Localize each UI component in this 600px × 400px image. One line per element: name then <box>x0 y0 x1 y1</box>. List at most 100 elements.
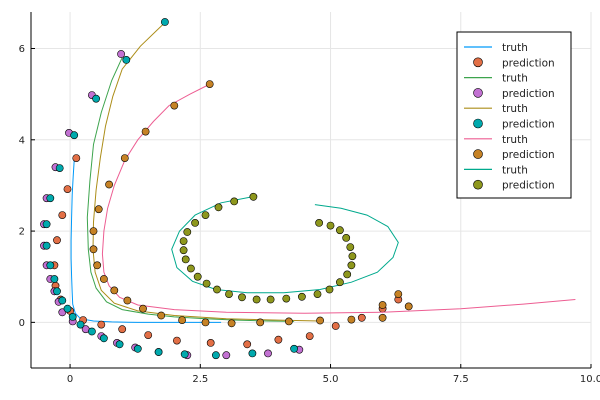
prediction-point <box>201 318 210 327</box>
truth-series-8 <box>171 196 399 294</box>
prediction-point <box>110 286 119 295</box>
x-tick-label: 10.0 <box>580 374 600 385</box>
legend-item-6: truth <box>464 134 528 146</box>
x-tick-label: 5.0 <box>323 374 339 385</box>
legend-box <box>456 31 572 199</box>
legend-marker-swatch <box>473 88 483 98</box>
prediction-point <box>157 311 166 320</box>
legend-marker-swatch <box>473 179 483 190</box>
prediction-point <box>305 332 314 340</box>
prediction-point <box>256 318 265 327</box>
prediction-point <box>274 335 283 344</box>
legend-item-9: prediction <box>473 179 555 192</box>
prediction-point <box>170 101 179 110</box>
prediction-point <box>122 56 131 64</box>
prediction-point <box>266 295 275 304</box>
x-tick-label: 7.5 <box>453 374 469 385</box>
legend-label: prediction <box>502 180 555 192</box>
y-ticks: 0 2 4 6 <box>19 44 35 329</box>
prediction-point <box>58 296 67 305</box>
prediction-point <box>180 350 189 359</box>
prediction-point <box>290 344 298 353</box>
prediction-point <box>213 285 221 294</box>
truth-series-2 <box>86 57 295 322</box>
prediction-point <box>230 197 239 206</box>
prediction-point <box>76 320 85 329</box>
prediction-point <box>186 264 195 273</box>
prediction-point <box>325 285 334 294</box>
prediction-point <box>50 275 59 283</box>
prediction-point <box>154 348 163 356</box>
legend-label: truth <box>502 103 528 115</box>
prediction-series-5 <box>42 18 298 360</box>
prediction-point <box>222 351 231 360</box>
prediction-point <box>227 319 236 328</box>
y-tick-label: 0 <box>19 318 25 329</box>
prediction-point <box>172 336 181 345</box>
prediction-point <box>249 192 258 201</box>
prediction-point <box>214 203 223 212</box>
prediction-point <box>335 226 344 235</box>
prediction-point <box>282 294 291 303</box>
prediction-point <box>316 316 324 325</box>
truth-line <box>70 160 222 323</box>
prediction-point <box>144 331 153 339</box>
legend-label: prediction <box>502 149 555 161</box>
legend-marker-swatch <box>473 57 483 68</box>
prediction-point <box>201 211 210 219</box>
prediction-point <box>88 327 96 336</box>
prediction-point <box>248 349 257 358</box>
prediction-point <box>183 228 192 236</box>
prediction-point <box>394 290 403 298</box>
prediction-point <box>63 185 72 193</box>
legend-marker-swatch <box>473 118 483 129</box>
prediction-point <box>55 164 64 172</box>
prediction-point <box>179 246 188 255</box>
truth-line <box>101 84 576 314</box>
prediction-point <box>160 18 169 26</box>
prediction-point <box>378 313 387 322</box>
prediction-point <box>297 292 306 301</box>
prediction-point <box>347 315 356 324</box>
prediction-point <box>179 237 188 245</box>
prediction-point <box>335 278 344 287</box>
legend-item-8: truth <box>464 164 528 176</box>
prediction-point <box>193 272 202 281</box>
prediction-point <box>105 180 113 189</box>
prediction-point <box>202 279 211 288</box>
prediction-point <box>42 241 51 250</box>
prediction-point <box>178 316 186 324</box>
prediction-point <box>53 287 61 296</box>
legend: truth prediction truth prediction truth predi… <box>456 31 572 199</box>
prediction-point <box>342 233 351 242</box>
legend-item-4: truth <box>464 103 528 115</box>
prediction-point <box>63 304 72 313</box>
truth-series-6 <box>101 84 576 314</box>
truth-series-0 <box>70 160 222 323</box>
prediction-point <box>326 221 335 230</box>
prediction-point <box>115 340 124 349</box>
prediction-point <box>100 275 108 283</box>
prediction-point <box>315 218 323 227</box>
x-ticks: 0 2.5 5.0 7.5 10.0 <box>67 364 600 385</box>
prediction-point <box>404 302 413 311</box>
prediction-point <box>348 252 357 261</box>
prediction-point <box>46 194 55 203</box>
legend-label: truth <box>502 134 528 146</box>
prediction-point <box>343 270 352 279</box>
prediction-point <box>58 211 67 219</box>
prediction-point <box>100 334 108 343</box>
y-tick-label: 6 <box>19 44 25 55</box>
prediction-point <box>347 261 356 270</box>
prediction-point <box>92 94 100 103</box>
prediction-point <box>70 131 79 140</box>
prediction-point <box>68 312 77 321</box>
prediction-point <box>264 349 272 358</box>
prediction-series-9 <box>179 192 357 304</box>
legend-label: prediction <box>502 119 555 131</box>
series-layer <box>40 18 576 360</box>
prediction-point <box>141 127 150 136</box>
prediction-point <box>191 218 199 227</box>
prediction-series-7 <box>89 80 413 328</box>
legend-item-7: prediction <box>473 149 555 161</box>
